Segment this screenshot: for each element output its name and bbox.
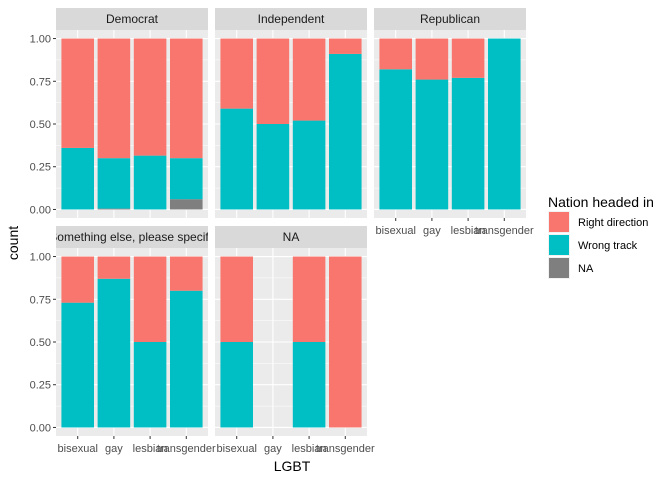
bar-segment-right-direction (292, 256, 326, 342)
bar-segment-right-direction (170, 256, 203, 291)
x-tick-label: lesbian (292, 443, 327, 455)
x-tick-label: transgender (316, 443, 375, 455)
bar-segment-wrong-track (220, 342, 253, 428)
y-tick-label: 1.00 (30, 34, 51, 46)
bar-segment-wrong-track (97, 278, 131, 428)
legend-swatch (549, 258, 569, 278)
bar-segment-wrong-track (292, 342, 326, 428)
bar-segment-na (170, 199, 203, 210)
bar-segment-na (97, 208, 131, 210)
x-tick-label: lesbian (451, 225, 486, 237)
bar-segment-wrong-track (451, 77, 485, 210)
bar-segment-right-direction (61, 38, 94, 148)
y-axis-title: count (5, 226, 21, 260)
facet-strip-label: NA (283, 230, 300, 244)
y-tick-label: 0.25 (30, 380, 51, 392)
y-tick-label: 0.00 (30, 204, 51, 216)
facet-strip (56, 8, 208, 30)
y-tick-label: 0.50 (30, 119, 51, 131)
x-tick-label: gay (423, 225, 441, 237)
bar-segment-wrong-track (292, 120, 326, 210)
bar-segment-right-direction (61, 256, 94, 303)
bar-segment-right-direction (97, 256, 131, 279)
y-tick-label: 0.50 (30, 337, 51, 349)
bar-segment-wrong-track (170, 290, 203, 428)
facet-panels: Democrat 0.00 0.25 0.50 0.75 1.00 Independent R… (30, 8, 534, 455)
bar-segment-wrong-track (256, 124, 290, 210)
facet-panel: Independent (215, 8, 367, 218)
bar-segment-wrong-track (415, 79, 449, 210)
bar-segment-right-direction (256, 38, 290, 124)
bar-segment-wrong-track (379, 69, 412, 210)
legend-label: NA (578, 263, 594, 275)
x-tick-label: gay (105, 443, 123, 455)
facet-strip-label: Something else, please specify (49, 230, 214, 244)
x-axis-title: LGBT (274, 458, 311, 474)
x-tick-label: bisexual (376, 225, 416, 237)
facet-strip-label: Republican (420, 12, 480, 26)
bar-segment-wrong-track (329, 53, 362, 210)
x-tick-label: lesbian (133, 443, 168, 455)
bar-segment-wrong-track (133, 155, 167, 210)
bar-segment-right-direction (97, 38, 131, 159)
y-tick-label: 1.00 (30, 252, 51, 264)
bar-segment-wrong-track (61, 147, 94, 210)
facet-strip-label: Democrat (106, 12, 159, 26)
bar-segment-wrong-track (220, 108, 253, 210)
x-tick-label: bisexual (217, 443, 257, 455)
bar-segment-right-direction (329, 38, 362, 54)
bar-segment-right-direction (451, 38, 485, 78)
bar-segment-wrong-track (170, 158, 203, 200)
bar-segment-right-direction (379, 38, 412, 70)
legend-swatch (549, 212, 569, 232)
bar-segment-wrong-track (97, 158, 131, 209)
legend-label: Wrong track (578, 240, 638, 252)
x-tick-label: transgender (157, 443, 216, 455)
facet-panel: Democrat 0.00 0.25 0.50 0.75 1.00 (30, 8, 208, 218)
facet-strip (374, 8, 526, 30)
facet-strip (215, 226, 367, 248)
facet-strip (56, 226, 208, 248)
bar-segment-right-direction (220, 256, 253, 342)
bar-segment-right-direction (133, 38, 167, 156)
x-tick-label: gay (264, 443, 282, 455)
facet-panel: Something else, please specify 0.00 0.25 0.… (30, 226, 216, 455)
facet-strip-label: Independent (258, 12, 325, 26)
bar-segment-right-direction (220, 38, 253, 109)
facet-strip (215, 8, 367, 30)
x-tick-label: bisexual (58, 443, 98, 455)
legend-swatch (549, 235, 569, 255)
bar-segment-right-direction (133, 256, 167, 342)
bar-segment-wrong-track (133, 342, 167, 428)
y-tick-label: 0.00 (30, 422, 51, 434)
legend-label: Right direction (578, 217, 648, 229)
bar-segment-right-direction (292, 38, 326, 121)
bar-segment-right-direction (329, 256, 362, 428)
x-tick-label: transgender (475, 225, 534, 237)
legend-title: Nation headed in (548, 194, 654, 210)
y-tick-label: 0.25 (30, 162, 51, 174)
legend: Nation headed in Right direction Wrong tra… (548, 194, 654, 279)
y-tick-label: 0.75 (30, 294, 51, 306)
y-tick-label: 0.75 (30, 76, 51, 88)
bar-segment-right-direction (170, 38, 203, 159)
bar-segment-wrong-track (488, 38, 521, 210)
bar-segment-right-direction (415, 38, 449, 80)
bar-segment-wrong-track (61, 302, 94, 428)
